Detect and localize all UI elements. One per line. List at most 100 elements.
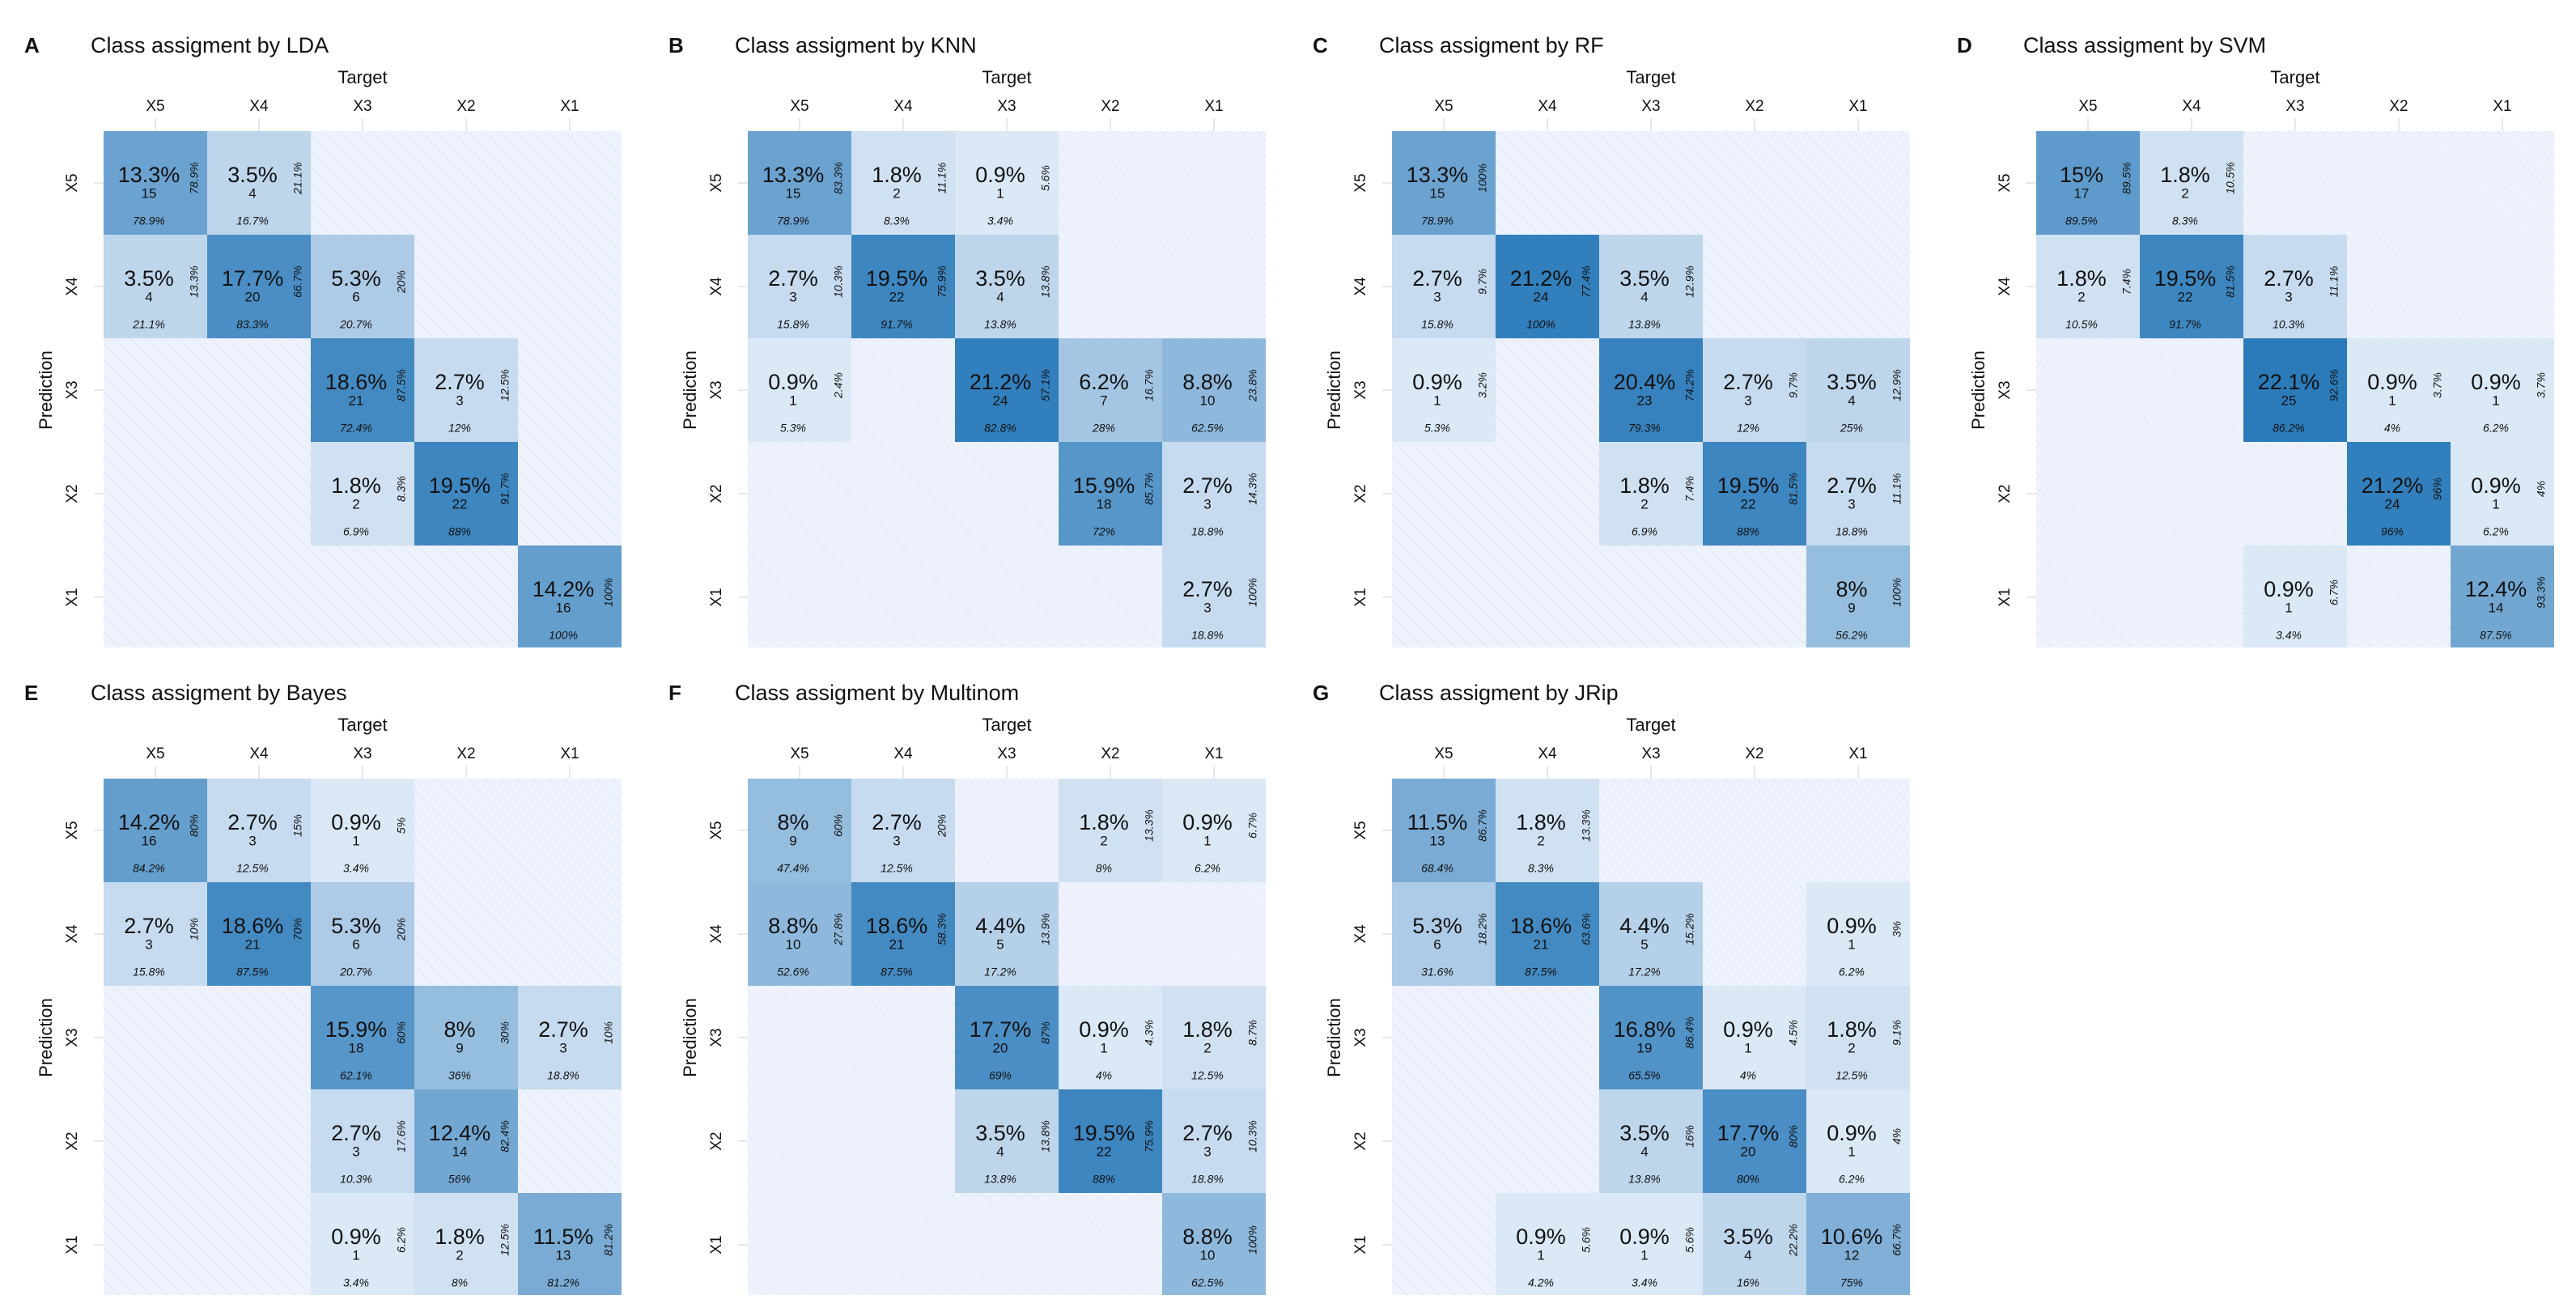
panel-d: D Class assigment by SVM Target Prediction X… (1933, 0, 2572, 657)
cell-row-percent: 9.7% (1787, 372, 1800, 398)
cell-row-percent: 87% (1039, 1021, 1052, 1044)
empty-cell (1392, 546, 1496, 649)
cell-col-percent: 28% (1092, 422, 1115, 435)
empty-cell (1162, 235, 1266, 338)
cell-count: 1 (1203, 833, 1211, 848)
cell-count: 24 (1534, 289, 1549, 304)
cell-percent: 21.2% (2362, 473, 2424, 498)
cell-count: 1 (352, 833, 359, 848)
empty-cell (1496, 442, 1599, 546)
cell-fill (1806, 1193, 1910, 1297)
cell-fill (104, 882, 207, 986)
cell-col-percent: 4% (1096, 1069, 1112, 1082)
cell-fill (414, 1193, 518, 1297)
cell-percent: 15.9% (325, 1017, 388, 1042)
cell-count: 1 (1433, 393, 1441, 408)
cell-fill (1496, 882, 1599, 986)
empty-cell (1703, 546, 1806, 649)
cell-row-percent: 9.1% (1891, 1020, 1903, 1046)
cell-fill (311, 442, 414, 546)
matrix-cell: 5.3%6 20.7% 20% (311, 882, 414, 986)
cell-percent: 1.8% (331, 473, 381, 498)
matrix-cell: 19.5%22 88% 75.9% (1059, 1089, 1162, 1193)
cell-fill (955, 882, 1059, 986)
matrix-cell: 0.9%1 3.4% 6.2% (311, 1193, 414, 1297)
y-axis-title: Prediction (36, 998, 56, 1077)
cell-row-percent: 11.1% (936, 163, 948, 194)
y-tick-label: X3 (708, 1028, 725, 1046)
cell-percent: 3.5% (227, 163, 278, 187)
cell-fill (518, 1193, 622, 1297)
cell-row-percent: 100% (1246, 1225, 1259, 1254)
cell-col-percent: 72.4% (340, 422, 372, 435)
matrix-cell: 20.4%23 79.3% 74.2% (1599, 338, 1703, 442)
matrix-cell: 2.7%3 10.3% 17.6% (311, 1089, 414, 1193)
cell-count: 10 (1200, 393, 1216, 408)
cell-col-percent: 25% (1840, 422, 1863, 435)
panel-title: Class assigment by Multinom (735, 681, 1019, 705)
cell-count: 9 (1848, 600, 1855, 615)
cell-percent: 8% (1835, 577, 1867, 601)
cell-row-percent: 4.3% (1143, 1020, 1156, 1046)
cell-count: 2 (2181, 185, 2188, 201)
cell-col-percent: 96% (2381, 525, 2404, 538)
y-tick-label: X2 (708, 484, 725, 503)
panel-title: Class assigment by RF (1379, 33, 1604, 57)
empty-cell (1806, 235, 1910, 338)
matrix-cell: 15.9%18 62.1% 60% (311, 986, 414, 1089)
y-tick-label: X4 (1352, 924, 1369, 944)
cell-percent: 0.9% (1619, 1225, 1670, 1249)
cell-percent: 19.5% (866, 266, 928, 291)
cell-fill (955, 986, 1059, 1089)
cell-row-percent: 100% (602, 578, 615, 607)
cell-percent: 0.9% (1079, 1017, 1129, 1042)
cell-col-percent: 18.8% (1191, 525, 1224, 538)
x-tick-label: X5 (146, 98, 164, 115)
cell-count: 2 (456, 1247, 463, 1263)
cell-percent: 18.6% (866, 914, 928, 938)
cell-col-percent: 12% (448, 422, 471, 435)
cell-count: 22 (452, 496, 468, 512)
x-axis-title: Target (982, 67, 1031, 87)
cell-percent: 8.8% (1182, 1225, 1233, 1249)
cell-col-percent: 89.5% (2065, 214, 2098, 227)
cell-count: 24 (2385, 496, 2400, 512)
cell-count: 15 (142, 185, 157, 201)
empty-cell (518, 442, 622, 546)
cell-col-percent: 18.8% (1191, 629, 1224, 642)
cell-percent: 13.3% (1407, 163, 1469, 187)
cell-count: 4 (145, 289, 152, 304)
cell-fill (1599, 1193, 1703, 1297)
cell-col-percent: 6.2% (1839, 966, 1865, 979)
y-tick-label: X1 (64, 1235, 81, 1254)
cell-count: 3 (352, 1144, 359, 1159)
cell-percent: 19.5% (1073, 1121, 1135, 1145)
matrix-cell: 2.7%3 10.3% 11.1% (2243, 235, 2347, 338)
x-tick-label: X5 (1434, 745, 1453, 762)
cell-row-percent: 89.5% (2120, 162, 2133, 194)
cell-count: 3 (2285, 289, 2292, 304)
cell-percent: 6.2% (1079, 370, 1129, 394)
cell-fill (518, 986, 622, 1089)
x-tick-label: X1 (2493, 98, 2511, 115)
cell-count: 5 (1640, 936, 1648, 952)
cell-row-percent: 81.2% (602, 1224, 615, 1256)
cell-row-percent: 13.3% (1143, 809, 1156, 842)
y-tick-label: X4 (64, 924, 81, 944)
cell-row-percent: 77.4% (1580, 265, 1593, 298)
matrix-cell: 2.7%3 18.8% 10% (518, 986, 622, 1089)
cell-count: 6 (352, 289, 359, 304)
cell-row-percent: 12.5% (499, 369, 511, 401)
empty-cell (2347, 546, 2451, 649)
cell-row-percent: 81.5% (1787, 473, 1800, 505)
cell-row-percent: 66.7% (291, 265, 304, 298)
cell-col-percent: 86.2% (2273, 422, 2305, 435)
cell-count: 1 (789, 393, 796, 408)
matrix-cell: 0.9%1 6.2% 6.7% (1162, 779, 1266, 882)
cell-count: 3 (1744, 393, 1751, 408)
y-tick-label: X3 (1352, 380, 1369, 399)
matrix-cell: 2.7%3 18.8% 11.1% (1806, 442, 1910, 546)
cell-count: 21 (889, 936, 905, 952)
x-tick-label: X2 (456, 745, 475, 762)
y-tick-label: X1 (1352, 588, 1369, 606)
